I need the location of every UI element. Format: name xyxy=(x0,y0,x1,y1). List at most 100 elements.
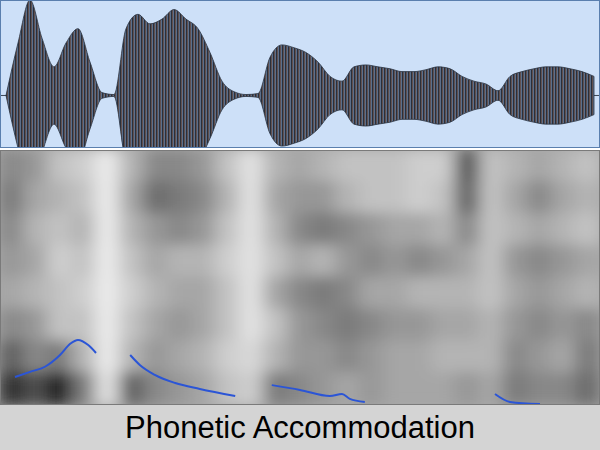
spectrogram-cell xyxy=(167,340,193,374)
spectrogram-cell xyxy=(575,340,600,374)
spectrogram-cell xyxy=(407,245,433,279)
spectrogram-cell xyxy=(455,181,481,215)
spectrogram-cell xyxy=(479,308,505,342)
spectrogram-cell xyxy=(95,150,121,183)
spectrogram-cell xyxy=(287,245,313,279)
waveform xyxy=(6,0,594,148)
spectrogram-cell xyxy=(71,181,97,215)
spectrogram-cell xyxy=(191,150,217,183)
spectrogram-cell xyxy=(479,340,505,374)
spectrogram-cells xyxy=(0,150,600,405)
spectrogram-cell xyxy=(575,277,600,311)
spectrogram-cell xyxy=(287,308,313,342)
spectrogram-cell xyxy=(359,340,385,374)
spectrogram-cell xyxy=(527,308,553,342)
title: Phonetic Accommodation xyxy=(125,410,475,445)
spectrogram-cell xyxy=(47,213,73,247)
spectrogram-cell xyxy=(95,245,121,279)
spectrogram-cell xyxy=(383,372,409,405)
spectrogram-cell xyxy=(407,340,433,374)
spectrogram-cell xyxy=(383,181,409,215)
spectrogram-cell xyxy=(215,181,241,215)
spectrogram-cell xyxy=(287,340,313,374)
spectrogram-cell xyxy=(455,372,481,405)
spectrogram-cell xyxy=(311,245,337,279)
spectrogram-cell xyxy=(479,181,505,215)
spectrogram-cell xyxy=(143,372,169,405)
spectrogram-cell xyxy=(335,340,361,374)
spectrogram-cell xyxy=(575,181,600,215)
spectrogram-cell xyxy=(359,308,385,342)
spectrogram-cell xyxy=(335,213,361,247)
spectrogram-cell xyxy=(71,245,97,279)
spectrogram-plot xyxy=(0,150,600,405)
spectrogram-cell xyxy=(407,150,433,183)
spectrogram-cell xyxy=(191,308,217,342)
spectrogram-cell xyxy=(0,245,25,279)
spectrogram-cell xyxy=(215,340,241,374)
spectrogram-cell xyxy=(551,181,577,215)
spectrogram-cell xyxy=(143,308,169,342)
spectrogram-cell xyxy=(0,150,25,183)
spectrogram-cell xyxy=(263,181,289,215)
spectrogram-cell xyxy=(383,213,409,247)
spectrogram-cell xyxy=(23,150,49,183)
spectrogram-cell xyxy=(0,277,25,311)
spectrogram-cell xyxy=(479,150,505,183)
spectrogram-cell xyxy=(503,245,529,279)
spectrogram-cell xyxy=(167,245,193,279)
spectrogram-frame xyxy=(1,151,600,405)
spectrogram-cell xyxy=(95,308,121,342)
spectrogram-cell xyxy=(239,340,265,374)
spectrogram-cell xyxy=(575,213,600,247)
spectrogram-cell xyxy=(47,308,73,342)
spectrogram-cell xyxy=(455,150,481,183)
spectrogram-cell xyxy=(167,150,193,183)
spectrogram-cell xyxy=(551,340,577,374)
pitch-track xyxy=(15,340,540,404)
spectrogram-cell xyxy=(119,277,145,311)
spectrogram-cell xyxy=(335,181,361,215)
spectrogram-cell xyxy=(215,245,241,279)
spectrogram-cell xyxy=(311,340,337,374)
spectrogram-cell xyxy=(455,340,481,374)
spectrogram-cell xyxy=(383,277,409,311)
spectrogram-cell xyxy=(215,213,241,247)
spectrogram-cell xyxy=(23,181,49,215)
spectrogram-cell xyxy=(551,372,577,405)
spectrogram-cell xyxy=(527,277,553,311)
spectrogram-cell xyxy=(239,181,265,215)
spectrogram-cell xyxy=(527,213,553,247)
spectrogram-cell xyxy=(167,308,193,342)
waveform-frame xyxy=(1,1,600,148)
spectrogram-cell xyxy=(239,150,265,183)
spectrogram-cell xyxy=(431,181,457,215)
spectrogram-cell xyxy=(119,213,145,247)
spectrogram-cell xyxy=(359,277,385,311)
spectrogram-cell xyxy=(575,150,600,183)
spectrogram-cell xyxy=(239,372,265,405)
spectrogram-cell xyxy=(527,150,553,183)
spectrogram-cell xyxy=(263,340,289,374)
spectrogram-cell xyxy=(551,213,577,247)
spectrogram-cell xyxy=(263,308,289,342)
spectrogram-cell xyxy=(527,181,553,215)
spectrogram-cell xyxy=(455,213,481,247)
spectrogram-cell xyxy=(575,372,600,405)
spectrogram-cell xyxy=(551,150,577,183)
spectrogram-cell xyxy=(335,150,361,183)
spectrogram-cell xyxy=(359,181,385,215)
spectrogram-cell xyxy=(527,372,553,405)
spectrogram-cell xyxy=(167,181,193,215)
spectrogram-cell xyxy=(431,372,457,405)
spectrogram-cell xyxy=(23,372,49,405)
spectrogram-cell xyxy=(287,277,313,311)
spectrogram-cell xyxy=(383,245,409,279)
spectrogram-cell xyxy=(311,213,337,247)
spectrogram-cell xyxy=(503,277,529,311)
spectrogram-cell xyxy=(191,277,217,311)
spectrogram-cell xyxy=(239,277,265,311)
figure: Phonetic Accommodation xyxy=(0,0,600,450)
spectrogram-cell xyxy=(359,213,385,247)
spectrogram-cell xyxy=(359,372,385,405)
